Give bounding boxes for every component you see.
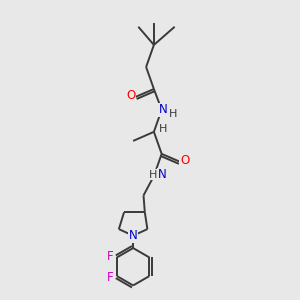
Text: H: H	[148, 169, 157, 180]
Text: O: O	[180, 154, 189, 167]
Text: H: H	[159, 124, 167, 134]
Text: N: N	[159, 103, 167, 116]
Text: O: O	[126, 89, 136, 102]
Text: H: H	[168, 109, 177, 119]
Text: N: N	[129, 229, 137, 242]
Text: N: N	[158, 168, 167, 181]
Text: F: F	[106, 250, 113, 262]
Text: F: F	[106, 271, 113, 284]
